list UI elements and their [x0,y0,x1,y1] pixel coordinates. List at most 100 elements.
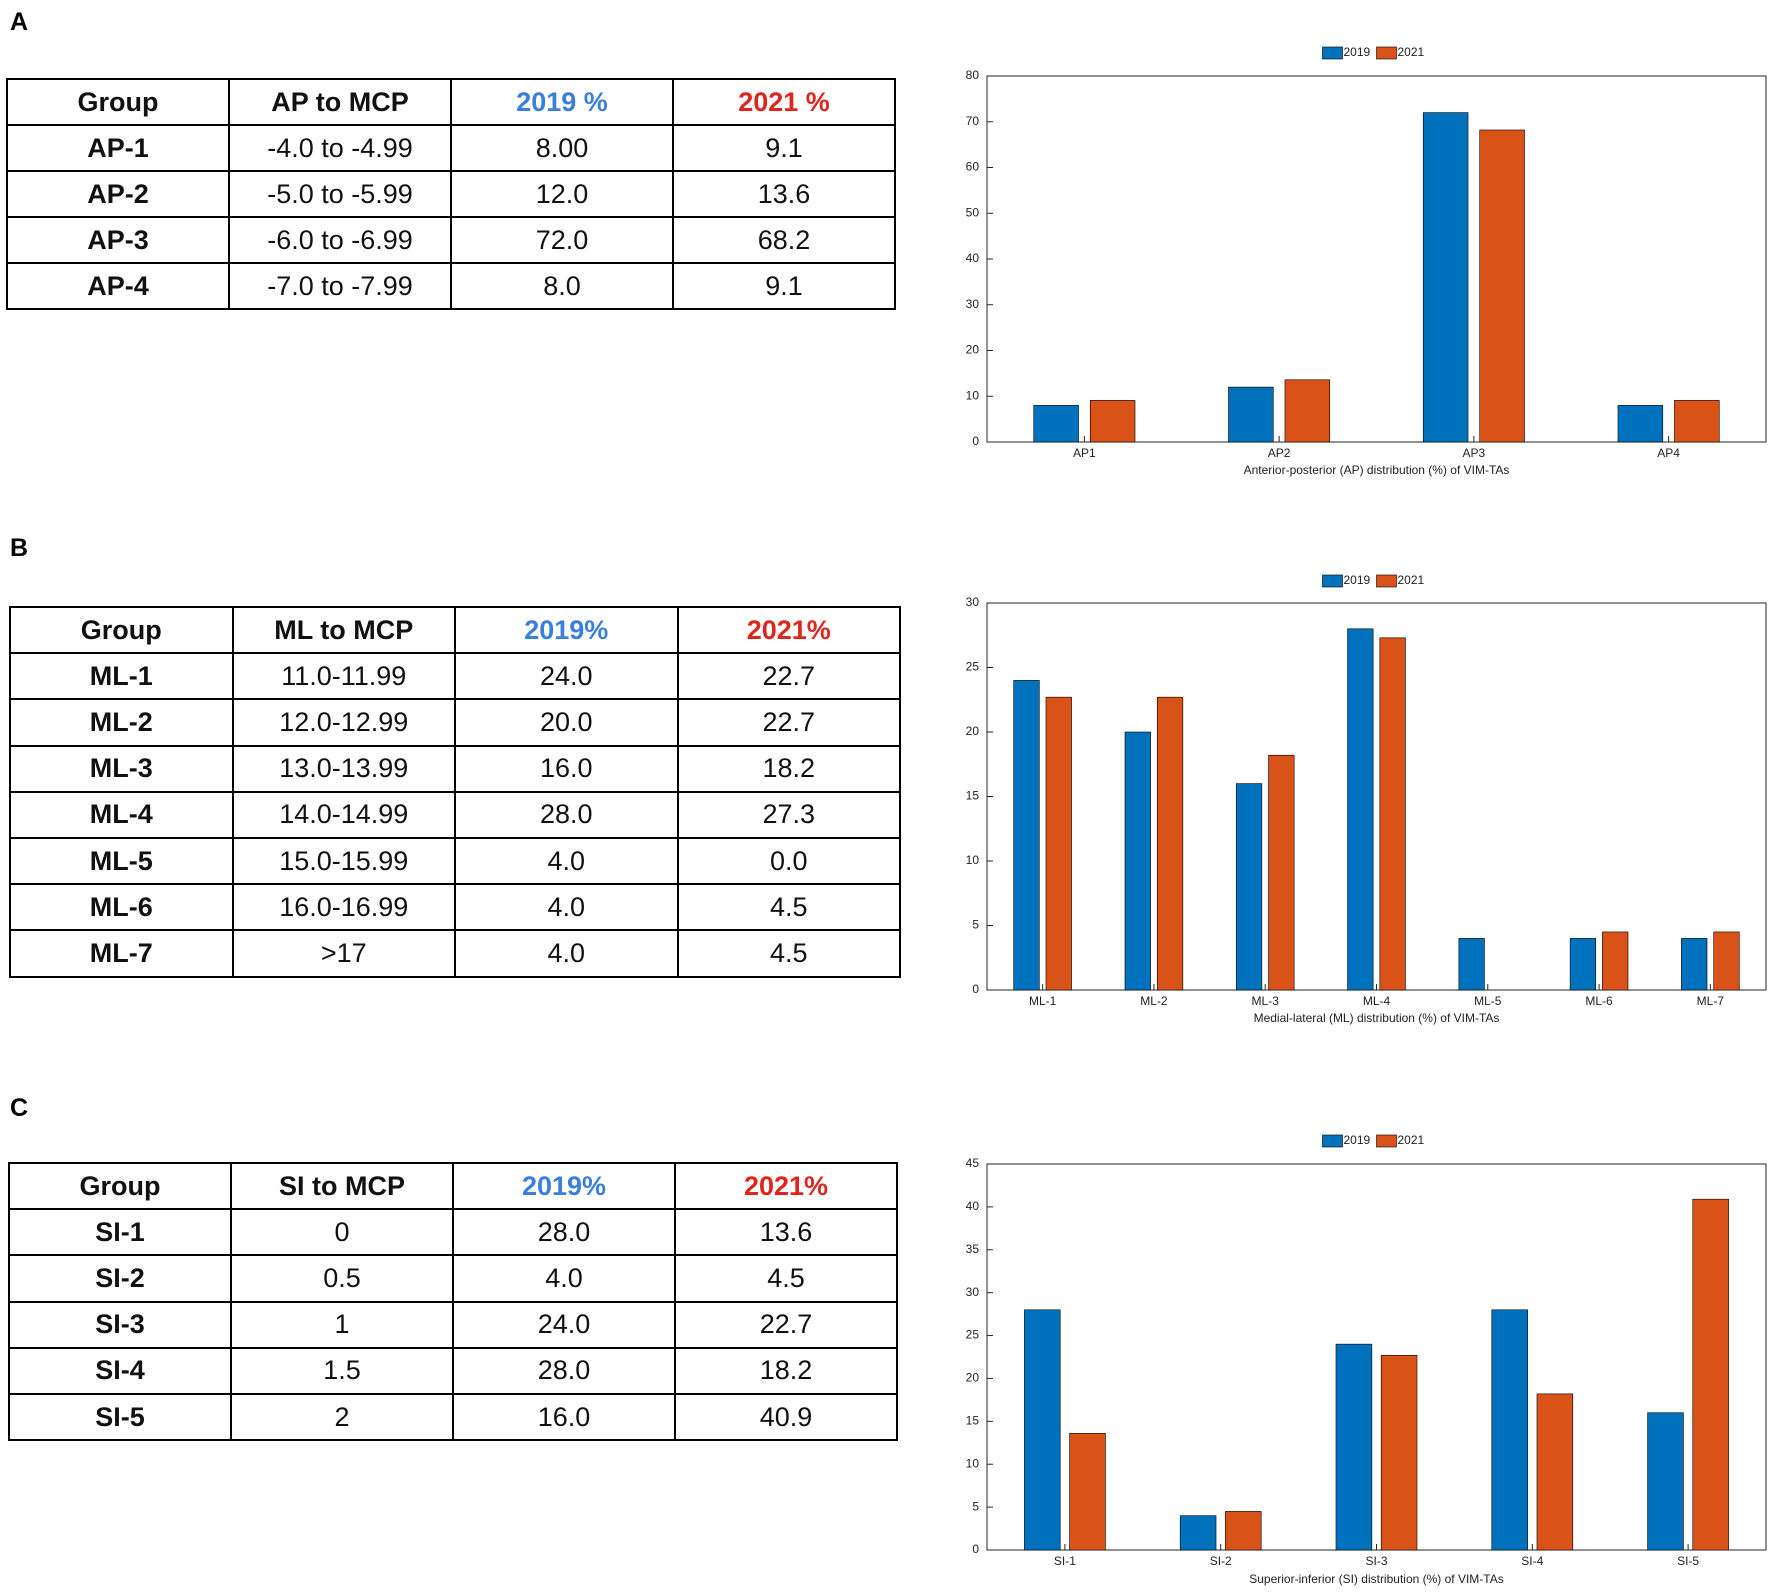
table-cell: AP-4 [6,262,230,310]
table-cell: ML-3 [9,744,234,793]
bar [1335,1343,1373,1551]
header-cell: 2019 % [450,78,674,126]
bar [1491,1309,1528,1551]
table-cell: ML-2 [9,698,234,747]
header-row: Group SI to MCP 2019% 2021% [8,1161,898,1211]
table-cell: 0 [230,1208,454,1257]
table-cell: SI-5 [8,1392,232,1442]
header-cell: SI to MCP [230,1161,454,1211]
data-table: Group AP to MCP 2019 % 2021 % AP-1 -4.0 to -4… [6,78,896,310]
legend-label: 2021 [1398,573,1425,587]
table-cell: SI-4 [8,1346,232,1395]
table-row: SI-2 0.5 4.0 4.5 [8,1254,898,1303]
bar [1713,931,1740,991]
header-row: Group ML to MCP 2019% 2021% [9,605,901,655]
bar [1458,938,1485,991]
header-cell: AP to MCP [228,78,452,126]
table-cell: 18.2 [674,1346,898,1395]
legend-label: 2019 [1344,1133,1371,1147]
bar [1124,731,1151,991]
bar [1156,696,1184,991]
y-tick-label: 0 [972,982,979,996]
y-tick-label: 30 [966,1285,980,1299]
table-row: ML-4 14.0-14.99 28.0 27.3 [9,790,901,839]
table-cell: -6.0 to -6.99 [228,216,452,264]
table-row: AP-1 -4.0 to -4.99 8.00 9.1 [6,124,896,172]
table-cell: 15.0-15.99 [231,836,456,886]
y-tick-label: 50 [966,205,980,219]
legend-label: 2021 [1398,45,1425,59]
table-cell: 72.0 [450,216,674,264]
table-cell: ML-6 [9,883,234,932]
table-cell: 12.0-12.99 [231,698,456,747]
y-tick-label: 40 [966,1199,980,1213]
table-cell: 11.0-11.99 [231,652,456,701]
table-row: AP-4 -7.0 to -7.99 8.0 9.1 [6,262,896,310]
x-tick-label: SI-3 [1365,1554,1387,1568]
table-cell: 27.3 [676,790,901,839]
table-cell: SI-2 [8,1254,232,1303]
x-tick-label: ML-5 [1474,994,1502,1008]
table-cell: -4.0 to -4.99 [228,124,452,172]
y-tick-label: 30 [966,297,980,311]
table-cell: 8.00 [450,124,674,172]
bar [1602,931,1629,991]
bar [1617,405,1664,443]
table-row: ML-3 13.0-13.99 16.0 18.2 [9,744,901,793]
table-cell: 4.0 [452,1254,676,1303]
plot-area [986,602,1767,991]
header-cell: ML to MCP [231,605,456,655]
y-tick-label: 60 [966,160,980,174]
bar [1228,386,1274,443]
bar [1225,1511,1262,1551]
x-tick-label: AP4 [1657,446,1680,460]
table-cell: 16.0-16.99 [231,883,456,932]
table-cell: 28.0 [454,790,679,839]
bar [1089,400,1136,443]
y-tick-label: 80 [966,68,980,82]
y-tick-label: 20 [966,343,980,357]
bar [1536,1393,1574,1551]
table-cell: 4.5 [676,929,901,978]
x-tick-label: ML-3 [1252,994,1280,1008]
y-tick-label: 20 [966,1371,980,1385]
table-cell: AP-2 [6,170,230,218]
header-cell: 2019% [454,605,679,655]
header-row: Group AP to MCP 2019 % 2021 % [6,78,896,126]
legend-label: 2021 [1398,1133,1425,1147]
table-cell: AP-3 [6,216,230,264]
x-tick-label: SI-4 [1521,1554,1543,1568]
table-row: ML-6 16.0-16.99 4.0 4.5 [9,883,901,932]
bar [1647,1412,1684,1551]
header-cell: Group [6,78,230,126]
y-tick-label: 20 [966,724,980,738]
bar [1069,1433,1106,1551]
panel-label: A [10,8,29,36]
table-row: ML-1 11.0-11.99 24.0 22.7 [9,652,901,701]
bar [1692,1198,1729,1551]
table-cell: 18.2 [676,744,901,793]
bar [1235,783,1263,991]
table-cell: 4.0 [454,883,679,932]
x-tick-label: ML-2 [1140,994,1168,1008]
header-cell: 2021% [676,605,901,655]
x-tick-label: ML-4 [1363,994,1391,1008]
y-tick-label: 45 [966,1156,980,1170]
y-tick-label: 40 [966,251,980,265]
table-row: ML-2 12.0-12.99 20.0 22.7 [9,698,901,747]
y-tick-label: 5 [972,1499,979,1513]
bar [1479,129,1525,443]
legend-swatch [1322,574,1343,588]
x-tick-label: AP1 [1073,446,1096,460]
table-row: SI-4 1.5 28.0 18.2 [8,1346,898,1395]
table-cell: 9.1 [672,262,896,310]
bar [1379,637,1406,991]
y-tick-label: 25 [966,1328,980,1342]
legend-swatch [1376,574,1397,588]
table-cell: 4.0 [454,836,679,886]
table-cell: 9.1 [672,124,896,172]
table-cell: 1.5 [230,1346,454,1395]
y-tick-label: 30 [966,595,980,609]
table-cell: >17 [231,929,456,978]
table-cell: 14.0-14.99 [231,790,456,839]
